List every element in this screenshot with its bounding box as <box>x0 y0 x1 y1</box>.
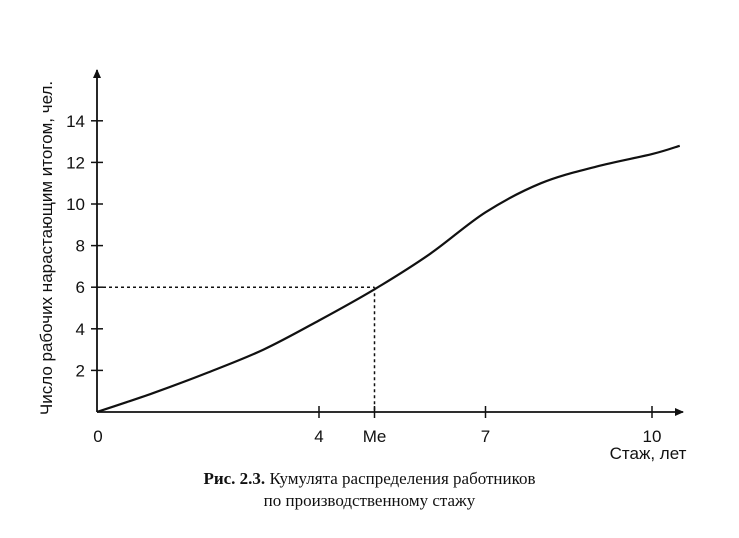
caption-text: Кумулята распределения работников <box>265 469 536 488</box>
y-tick-label: 4 <box>76 320 85 339</box>
x-tick-label: 10 <box>643 427 662 446</box>
caption-label: Рис. 2.3. <box>203 469 266 488</box>
y-tick-label: 10 <box>66 195 85 214</box>
y-axis-title: Число рабочих нарастающим итогом, чел. <box>37 81 56 415</box>
y-tick-label: 8 <box>76 237 85 256</box>
x-tick-label: Me <box>363 427 387 446</box>
x-tick-label: 4 <box>314 427 323 446</box>
y-tick-label: 6 <box>76 278 85 297</box>
figure-caption: Рис. 2.3. Кумулята распределения работни… <box>0 468 739 490</box>
ticks-group: 0 4 Me 7 10 2 4 6 8 10 12 14 <box>66 112 661 446</box>
series-group <box>96 144 681 414</box>
cumulative-line <box>96 144 681 414</box>
y-tick-label: 2 <box>76 361 85 380</box>
figure-caption-line2: по производственному стажу <box>263 491 476 510</box>
y-tick-label: 12 <box>66 153 85 172</box>
median-guides <box>97 286 376 412</box>
y-tick-label: 14 <box>66 112 85 131</box>
x-tick-label: 7 <box>481 427 490 446</box>
x-axis-title: Стаж, лет <box>610 444 687 463</box>
x-tick-label: 0 <box>93 427 102 446</box>
